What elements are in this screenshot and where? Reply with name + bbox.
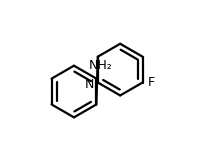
Text: NH₂: NH₂ [89, 59, 113, 72]
Text: N: N [84, 78, 94, 91]
Text: F: F [147, 76, 154, 89]
